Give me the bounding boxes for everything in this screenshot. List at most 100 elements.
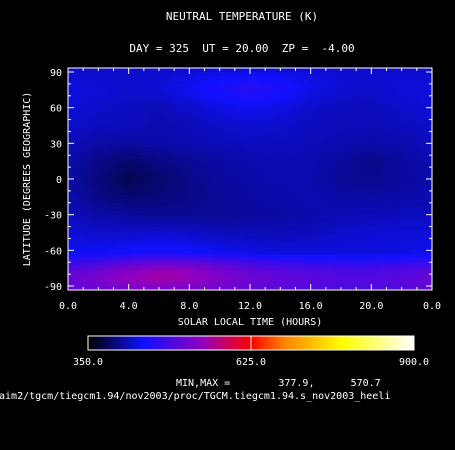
heatmap-cell: [388, 167, 393, 172]
heatmap-cell: [248, 175, 253, 180]
heatmap-cell: [388, 151, 393, 156]
heatmap-cell: [368, 194, 373, 200]
heatmap-cell: [296, 218, 301, 224]
heatmap-cell: [376, 127, 381, 133]
heatmap-cell: [136, 175, 141, 180]
heatmap-cell: [212, 79, 217, 85]
heatmap-cell: [104, 79, 109, 85]
heatmap-cell: [236, 250, 241, 255]
heatmap-cell: [188, 111, 193, 117]
heatmap-cell: [188, 71, 193, 77]
heatmap-cell: [128, 214, 133, 220]
heatmap-cell: [212, 123, 217, 129]
heatmap-cell: [380, 135, 385, 140]
heatmap-cell: [408, 131, 413, 136]
heatmap-cell: [124, 167, 129, 172]
heatmap-cell: [136, 190, 141, 196]
heatmap-cell: [368, 71, 373, 77]
heatmap-cell: [348, 218, 353, 224]
heatmap-cell: [408, 155, 413, 160]
heatmap-cell: [296, 131, 301, 136]
heatmap-cell: [192, 79, 197, 85]
heatmap-cell: [256, 103, 261, 109]
heatmap-cell: [144, 103, 149, 109]
heatmap-cell: [308, 278, 313, 283]
heatmap-cell: [92, 202, 97, 208]
heatmap-cell: [172, 159, 177, 164]
heatmap-cell: [300, 250, 305, 255]
heatmap-cell: [372, 274, 377, 279]
heatmap-cell: [112, 103, 117, 109]
heatmap-cell: [124, 274, 129, 279]
heatmap-cell: [132, 282, 137, 287]
heatmap-cell: [332, 163, 337, 168]
heatmap-cell: [340, 91, 345, 97]
heatmap-cell: [424, 123, 429, 129]
heatmap-cell: [428, 127, 432, 133]
heatmap-cell: [392, 246, 397, 251]
heatmap-cell: [140, 87, 145, 93]
heatmap-cell: [300, 68, 305, 73]
heatmap-cell: [396, 111, 401, 117]
heatmap-cell: [224, 87, 229, 93]
heatmap-cell: [352, 83, 357, 89]
heatmap-cell: [212, 147, 217, 152]
heatmap-cell: [68, 119, 73, 125]
heatmap-cell: [224, 139, 229, 144]
heatmap-cell: [344, 186, 349, 192]
heatmap-cell: [396, 95, 401, 101]
heatmap-cell: [200, 226, 205, 232]
heatmap-cell: [228, 87, 233, 93]
heatmap-cell: [104, 262, 109, 267]
heatmap-cell: [300, 103, 305, 109]
heatmap-cell: [320, 119, 325, 125]
heatmap-cell: [268, 95, 273, 101]
heatmap-cell: [296, 230, 301, 236]
heatmap-cell: [96, 103, 101, 109]
heatmap-cell: [272, 262, 277, 267]
heatmap-cell: [272, 143, 277, 148]
heatmap-cell: [276, 182, 281, 188]
heatmap-cell: [84, 278, 89, 283]
heatmap-cell: [344, 103, 349, 109]
heatmap-cell: [304, 226, 309, 232]
heatmap-cell: [316, 91, 321, 97]
heatmap-cell: [168, 171, 173, 176]
heatmap-cell: [196, 175, 201, 180]
heatmap-cell: [240, 71, 245, 77]
heatmap-cell: [196, 190, 201, 196]
heatmap-cell: [88, 103, 93, 109]
heatmap-cell: [276, 270, 281, 275]
heatmap-cell: [316, 111, 321, 117]
heatmap-cell: [416, 190, 421, 196]
heatmap-cell: [288, 258, 293, 263]
heatmap-cell: [308, 143, 313, 148]
heatmap-cell: [156, 202, 161, 208]
heatmap-cell: [188, 79, 193, 85]
heatmap-cell: [184, 202, 189, 208]
heatmap-cell: [420, 83, 425, 89]
heatmap-cell: [192, 87, 197, 93]
heatmap-cell: [236, 167, 241, 172]
heatmap-cell: [116, 282, 121, 287]
heatmap-cell: [240, 147, 245, 152]
heatmap-cell: [372, 175, 377, 180]
heatmap-cell: [264, 206, 269, 212]
heatmap-cell: [160, 234, 165, 240]
heatmap-cell: [356, 131, 361, 136]
heatmap-cell: [204, 151, 209, 156]
heatmap-cell: [392, 95, 397, 101]
heatmap-cell: [252, 202, 257, 208]
heatmap-cell: [412, 119, 417, 125]
heatmap-cell: [368, 83, 373, 89]
heatmap-cell: [356, 206, 361, 212]
heatmap-cell: [264, 151, 269, 156]
heatmap-cell: [212, 179, 217, 184]
heatmap-cell: [360, 179, 365, 184]
heatmap-cell: [184, 155, 189, 160]
heatmap-cell: [148, 131, 153, 136]
heatmap-cell: [208, 226, 213, 232]
heatmap-cell: [160, 274, 165, 279]
heatmap-cell: [144, 147, 149, 152]
heatmap-cell: [216, 131, 221, 136]
